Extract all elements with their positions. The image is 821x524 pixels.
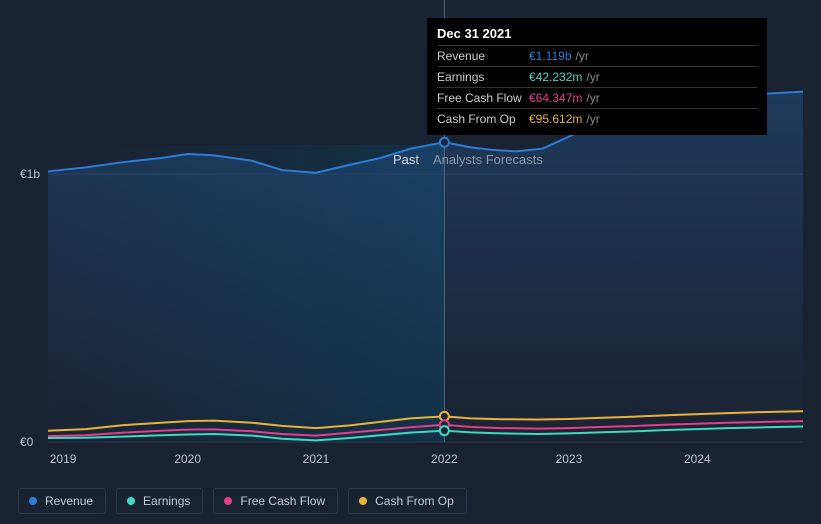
- tooltip-date: Dec 31 2021: [437, 26, 757, 45]
- tooltip-row: Revenue€1.119b/yr: [437, 45, 757, 66]
- legend-dot-icon: [29, 497, 37, 505]
- tooltip-row: Cash From Op€95.612m/yr: [437, 108, 757, 129]
- tooltip-metric-label: Revenue: [437, 49, 529, 63]
- tooltip-row: Earnings€42.232m/yr: [437, 66, 757, 87]
- legend-label: Cash From Op: [375, 494, 454, 508]
- tooltip-metric-label: Earnings: [437, 70, 529, 84]
- tooltip-unit: /yr: [576, 49, 589, 63]
- legend-item-cash_from_op[interactable]: Cash From Op: [348, 488, 467, 514]
- legend-dot-icon: [224, 497, 232, 505]
- marker-earnings: [440, 426, 449, 435]
- data-tooltip: Dec 31 2021 Revenue€1.119b/yrEarnings€42…: [427, 18, 767, 135]
- tooltip-unit: /yr: [586, 112, 599, 126]
- tooltip-metric-value: €64.347m: [529, 91, 582, 105]
- chart-legend: Revenue Earnings Free Cash Flow Cash From O…: [18, 488, 467, 514]
- tooltip-unit: /yr: [586, 70, 599, 84]
- x-tick-label: 2022: [431, 452, 458, 466]
- legend-item-free_cash_flow[interactable]: Free Cash Flow: [213, 488, 338, 514]
- legend-item-revenue[interactable]: Revenue: [18, 488, 106, 514]
- x-tick-label: 2020: [174, 452, 201, 466]
- tooltip-row: Free Cash Flow€64.347m/yr: [437, 87, 757, 108]
- legend-label: Earnings: [143, 494, 190, 508]
- forecast-section-label: Analysts Forecasts: [433, 152, 543, 167]
- tooltip-metric-value: €42.232m: [529, 70, 582, 84]
- legend-label: Revenue: [45, 494, 93, 508]
- y-tick-label: €0: [20, 435, 33, 449]
- marker-revenue: [440, 138, 449, 147]
- legend-label: Free Cash Flow: [240, 494, 325, 508]
- legend-item-earnings[interactable]: Earnings: [116, 488, 203, 514]
- tooltip-metric-value: €95.612m: [529, 112, 582, 126]
- legend-dot-icon: [359, 497, 367, 505]
- tooltip-metric-label: Cash From Op: [437, 112, 529, 126]
- tooltip-metric-value: €1.119b: [529, 49, 572, 63]
- y-tick-label: €1b: [20, 167, 40, 181]
- x-tick-label: 2021: [303, 452, 330, 466]
- x-tick-label: 2023: [556, 452, 583, 466]
- legend-dot-icon: [127, 497, 135, 505]
- tooltip-unit: /yr: [586, 91, 599, 105]
- x-tick-label: 2019: [50, 452, 77, 466]
- x-tick-label: 2024: [684, 452, 711, 466]
- past-section-label: Past: [393, 152, 419, 167]
- tooltip-metric-label: Free Cash Flow: [437, 91, 529, 105]
